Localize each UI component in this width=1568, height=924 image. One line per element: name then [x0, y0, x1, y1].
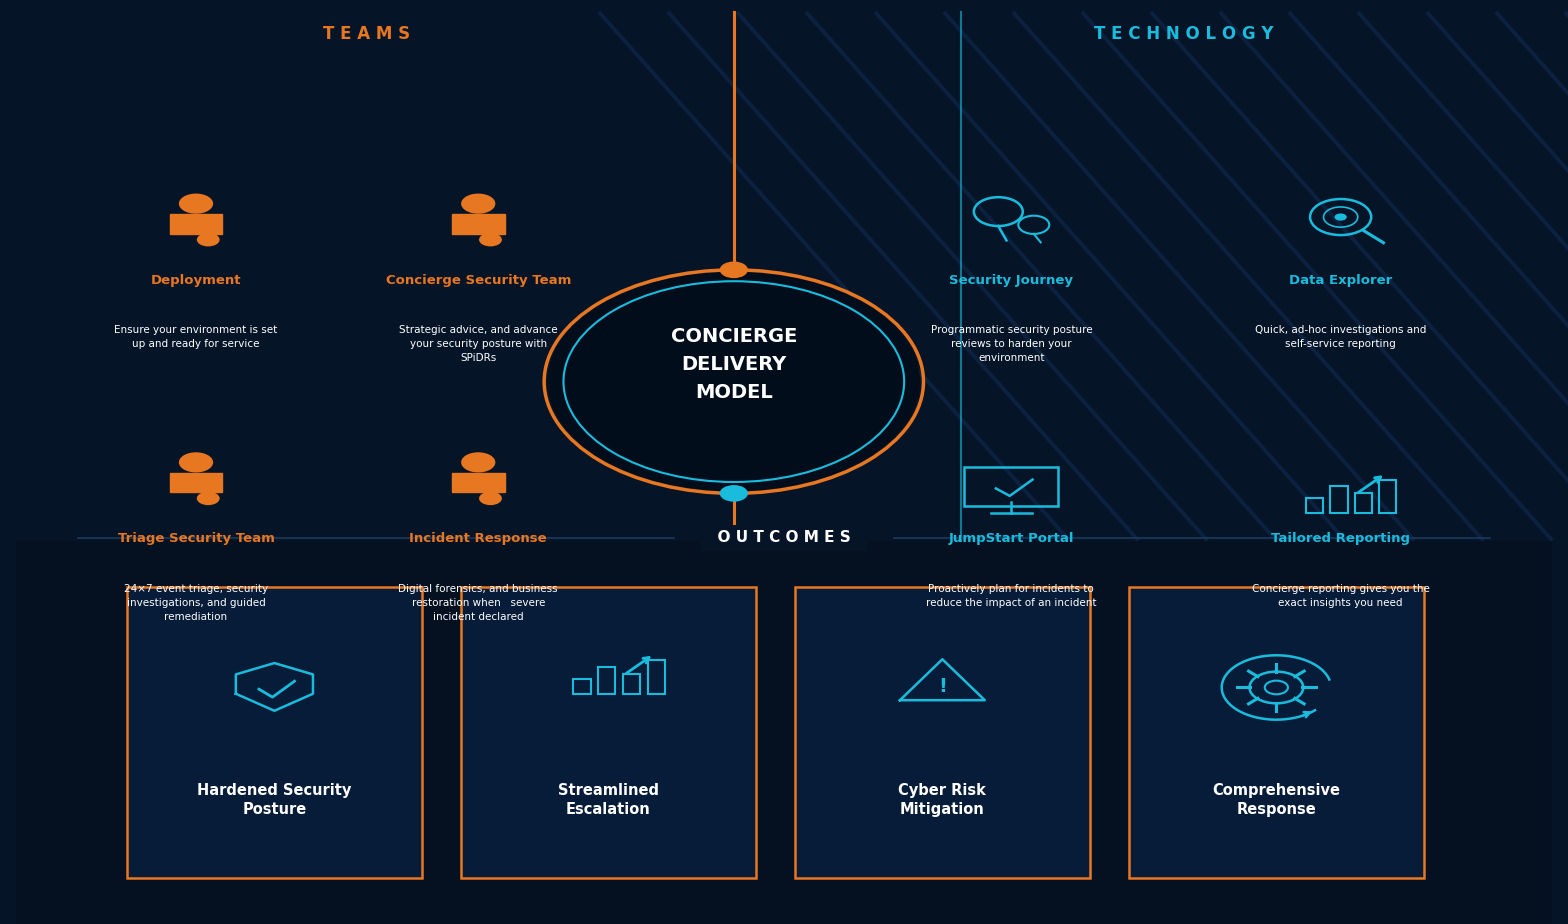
FancyBboxPatch shape: [16, 541, 1552, 924]
Text: Security Journey: Security Journey: [949, 274, 1074, 286]
Text: Digital forensics, and business
restoration when   severe
incident declared: Digital forensics, and business restorat…: [398, 584, 558, 622]
Text: Cyber Risk
Mitigation: Cyber Risk Mitigation: [898, 783, 986, 818]
Circle shape: [198, 492, 220, 505]
Text: O U T C O M E S: O U T C O M E S: [707, 530, 861, 545]
Text: Hardened Security
Posture: Hardened Security Posture: [198, 783, 351, 818]
Circle shape: [179, 452, 213, 472]
Text: 24×7 event triage, security
investigations, and guided
remediation: 24×7 event triage, security investigatio…: [124, 584, 268, 622]
Circle shape: [547, 272, 920, 492]
Text: Concierge reporting gives you the
exact insights you need: Concierge reporting gives you the exact …: [1251, 584, 1430, 608]
Text: !: !: [938, 677, 947, 696]
Text: Data Explorer: Data Explorer: [1289, 274, 1392, 286]
Text: Deployment: Deployment: [151, 274, 241, 286]
Circle shape: [1334, 213, 1347, 221]
Text: Quick, ad-hoc investigations and
self-service reporting: Quick, ad-hoc investigations and self-se…: [1254, 325, 1427, 349]
Text: CONCIERGE
DELIVERY
MODEL: CONCIERGE DELIVERY MODEL: [671, 327, 797, 403]
Circle shape: [720, 261, 748, 278]
Circle shape: [461, 452, 495, 472]
Circle shape: [461, 193, 495, 213]
Text: Streamlined
Escalation: Streamlined Escalation: [558, 783, 659, 818]
Polygon shape: [169, 214, 223, 234]
Text: Triage Security Team: Triage Security Team: [118, 532, 274, 545]
Circle shape: [179, 193, 213, 213]
Text: T E A M S: T E A M S: [323, 25, 411, 43]
Polygon shape: [452, 214, 505, 234]
Text: Concierge Security Team: Concierge Security Team: [386, 274, 571, 286]
Text: Ensure your environment is set
up and ready for service: Ensure your environment is set up and re…: [114, 325, 278, 349]
Text: Strategic advice, and advance
your security posture with
SPiDRs: Strategic advice, and advance your secur…: [398, 325, 558, 363]
FancyBboxPatch shape: [795, 587, 1090, 878]
Text: Tailored Reporting: Tailored Reporting: [1272, 532, 1410, 545]
FancyBboxPatch shape: [127, 587, 422, 878]
Text: Programmatic security posture
reviews to harden your
environment: Programmatic security posture reviews to…: [930, 325, 1093, 363]
Circle shape: [480, 492, 502, 505]
Text: Comprehensive
Response: Comprehensive Response: [1212, 783, 1341, 818]
Text: Incident Response: Incident Response: [409, 532, 547, 545]
Polygon shape: [169, 473, 223, 492]
FancyBboxPatch shape: [16, 12, 1552, 541]
FancyBboxPatch shape: [1129, 587, 1424, 878]
Circle shape: [198, 233, 220, 247]
Text: T E C H N O L O G Y: T E C H N O L O G Y: [1094, 25, 1273, 43]
Polygon shape: [452, 473, 505, 492]
Circle shape: [720, 485, 748, 502]
Circle shape: [480, 233, 502, 247]
Text: JumpStart Portal: JumpStart Portal: [949, 532, 1074, 545]
Text: Proactively plan for incidents to
reduce the impact of an incident: Proactively plan for incidents to reduce…: [927, 584, 1096, 608]
FancyBboxPatch shape: [461, 587, 756, 878]
